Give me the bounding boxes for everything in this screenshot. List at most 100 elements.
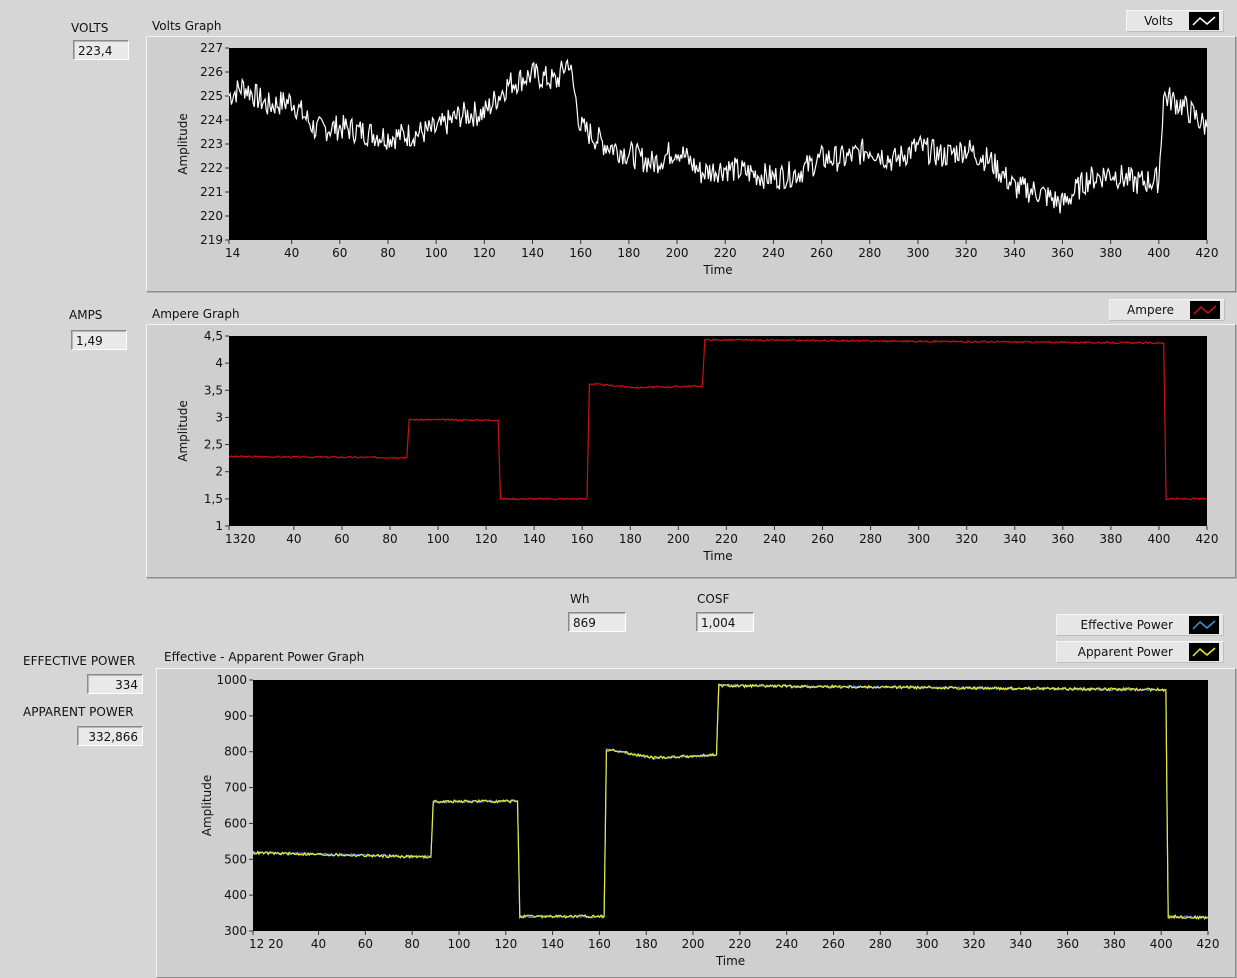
effective-power-indicator: 334 [87, 674, 143, 694]
x-tick-label: 380 [1103, 937, 1126, 951]
x-tick-label: 420 [1196, 532, 1219, 546]
amps-graph[interactable]: 1 1,5 2 2,5 3 3,5 4 4,5 1320 40 60 80 100 120 140 160 18… [146, 324, 1236, 578]
apparent-legend-label: Apparent Power [1077, 645, 1173, 659]
x-tick-label: 80 [405, 937, 420, 951]
power-legend-effective[interactable]: Effective Power [1056, 614, 1224, 636]
x-tick-label: 40 [286, 532, 301, 546]
x-tick-label: 180 [635, 937, 658, 951]
x-tick-label: 80 [382, 532, 397, 546]
x-tick-label: 280 [869, 937, 892, 951]
ampere-series [228, 338, 1208, 501]
x-tick-label: 420 [1197, 937, 1220, 951]
volts-indicator: 223,4 [73, 40, 129, 60]
x-tick-label: 320 [955, 532, 978, 546]
y-tick-label: 1000 [216, 673, 247, 687]
amps-label: AMPS [69, 308, 103, 322]
y-axis-label: Amplitude [176, 400, 190, 462]
apparent-power-series [252, 683, 1209, 921]
x-tick-label: 140 [521, 246, 544, 260]
effective-power-label: EFFECTIVE POWER [23, 654, 136, 668]
volts-graph[interactable]: 219 220 221 222 223 224 225 226 227 14 40 60 80 100 12… [146, 36, 1236, 292]
power-legend-apparent[interactable]: Apparent Power [1056, 641, 1224, 663]
y-tick-label: 500 [224, 852, 247, 866]
x-tick-label: 240 [763, 532, 786, 546]
y-tick-label: 1,5 [204, 492, 223, 506]
x-axis-label: Time [702, 549, 732, 563]
x-tick-label: 220 [714, 246, 737, 260]
x-tick-label: 240 [775, 937, 798, 951]
x-tick-label: 380 [1099, 532, 1122, 546]
y-tick-label: 400 [224, 888, 247, 902]
y-tick-label: 223 [200, 137, 223, 151]
x-tick-label: 140 [523, 532, 546, 546]
x-tick-label: 360 [1051, 246, 1074, 260]
x-tick-label: 280 [859, 532, 882, 546]
x-tick-label: 40 [284, 246, 299, 260]
y-tick-label: 800 [224, 745, 247, 759]
x-tick-label: 200 [667, 532, 690, 546]
y-tick-label: 600 [224, 816, 247, 830]
x-tick-label: 400 [1147, 246, 1170, 260]
x-tick-label: 320 [955, 246, 978, 260]
y-tick-label: 3 [215, 410, 223, 424]
y-tick-label: 219 [200, 233, 223, 247]
apparent-power-indicator: 332,866 [77, 726, 143, 746]
y-tick-label: 3,5 [204, 383, 223, 397]
volts-graph-title: Volts Graph [152, 19, 222, 33]
x-tick-label: 240 [762, 246, 785, 260]
plot-area [253, 680, 1208, 931]
y-tick-label: 2,5 [204, 438, 223, 452]
y-tick-label: 4 [215, 356, 223, 370]
x-tick-label: 380 [1099, 246, 1122, 260]
x-tick-label: 220 [715, 532, 738, 546]
plot-area [229, 336, 1207, 526]
y-tick-label: 227 [200, 41, 223, 55]
y-axis-label: Amplitude [176, 113, 190, 175]
y-tick-label: 300 [224, 924, 247, 938]
x-tick-label: 400 [1150, 937, 1173, 951]
x-tick-label: 40 [311, 937, 326, 951]
power-graph[interactable]: 300 400 500 600 700 800 900 1000 12 20 40 60 80 100 1… [156, 668, 1236, 977]
cosf-label: COSF [697, 592, 730, 606]
x-tick-label: 60 [334, 532, 349, 546]
volts-legend[interactable]: Volts [1126, 10, 1224, 32]
y-tick-label: 224 [200, 113, 223, 127]
x-tick-label: 60 [332, 246, 347, 260]
x-tick-label: 340 [1003, 246, 1026, 260]
volts-label: VOLTS [71, 21, 109, 35]
x-tick-label: 80 [380, 246, 395, 260]
effective-legend-label: Effective Power [1080, 618, 1173, 632]
x-axis-label: Time [715, 954, 745, 968]
amps-graph-title: Ampere Graph [152, 307, 240, 321]
x-tick-label: 1320 [225, 532, 256, 546]
power-graph-title: Effective - Apparent Power Graph [164, 650, 365, 664]
effective-legend-swatch-icon [1189, 616, 1219, 634]
x-tick-label: 12 20 [249, 937, 283, 951]
x-tick-label: 260 [810, 246, 833, 260]
amps-legend[interactable]: Ampere [1109, 299, 1225, 321]
y-tick-label: 226 [200, 65, 223, 79]
y-tick-label: 220 [200, 209, 223, 223]
x-tick-label: 120 [475, 532, 498, 546]
x-axis-label: Time [702, 263, 732, 277]
amps-legend-label: Ampere [1127, 303, 1174, 317]
x-tick-label: 100 [448, 937, 471, 951]
x-tick-label: 100 [425, 246, 448, 260]
x-tick-label: 14 [225, 246, 240, 260]
x-tick-label: 220 [728, 937, 751, 951]
y-tick-label: 221 [200, 185, 223, 199]
y-tick-label: 1 [215, 519, 223, 533]
y-tick-label: 900 [224, 709, 247, 723]
y-tick-label: 4,5 [204, 329, 223, 343]
wh-indicator: 869 [568, 612, 626, 632]
x-tick-label: 300 [916, 937, 939, 951]
y-tick-label: 225 [200, 89, 223, 103]
x-tick-label: 200 [682, 937, 705, 951]
apparent-power-label: APPARENT POWER [23, 705, 134, 719]
x-tick-label: 300 [906, 246, 929, 260]
y-tick-label: 2 [215, 465, 223, 479]
x-tick-label: 160 [569, 246, 592, 260]
x-tick-label: 100 [427, 532, 450, 546]
cosf-indicator: 1,004 [696, 612, 754, 632]
y-tick-label: 700 [224, 781, 247, 795]
